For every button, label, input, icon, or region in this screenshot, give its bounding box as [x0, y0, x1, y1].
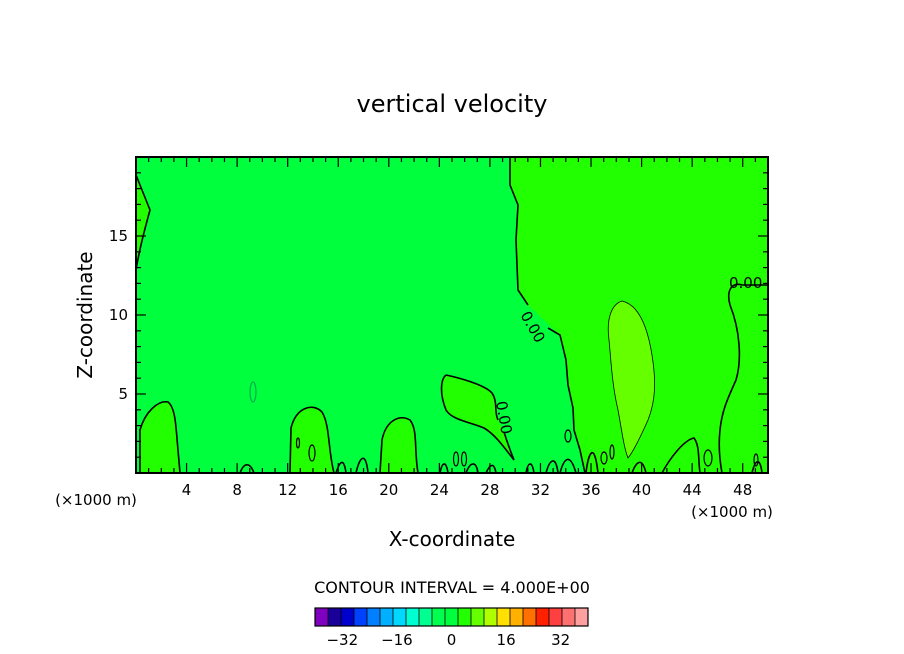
- x-tick-label: 20: [379, 481, 398, 499]
- colorbar-swatch: [536, 608, 550, 626]
- colorbar-swatch: [575, 608, 589, 626]
- colorbar-swatch: [523, 608, 537, 626]
- colorbar-tick-label: 0: [447, 631, 457, 649]
- positive-region-left-bump: [140, 401, 180, 473]
- colorbar-swatch: [341, 608, 355, 626]
- positive-region-bump-21: [380, 417, 418, 473]
- colorbar-labels: −32 −16 0 16 32: [326, 631, 570, 649]
- y-axis: 5 10 15: [109, 172, 768, 458]
- x-tick-label: 4: [182, 481, 192, 499]
- x-axis-title: X-coordinate: [389, 527, 516, 551]
- plot-area: 0.00 0.00 0.00 4 8 12 16 20 24 28 32 36 40 44 48 51…: [109, 156, 769, 499]
- x-axis: 4 8 12 16 20 24 28 32 36 40 44 48: [148, 157, 756, 499]
- y-tick-label: 15: [109, 227, 128, 245]
- colorbar-swatch: [471, 608, 485, 626]
- contour-lines: [136, 157, 768, 473]
- small-closed-contours: [249, 381, 759, 467]
- colorbar-tick-label: −32: [326, 631, 358, 649]
- colorbar-frame: [314, 607, 589, 627]
- x-unit-label-left: (×1000 m): [55, 491, 137, 509]
- strong-positive-contour: [607, 300, 656, 459]
- colorbar-swatch: [562, 608, 576, 626]
- colorbar-swatch: [315, 608, 329, 626]
- colorbar-swatch: [510, 608, 524, 626]
- x-tick-label: 32: [531, 481, 550, 499]
- x-tick-label: 16: [329, 481, 348, 499]
- y-tick-label: 5: [118, 385, 128, 403]
- positive-region-mid-blob: [441, 375, 514, 460]
- colorbar-swatch: [458, 608, 472, 626]
- colorbar-swatch: [549, 608, 563, 626]
- colorbar-swatch: [406, 608, 420, 626]
- colorbar-swatch: [419, 608, 433, 626]
- x-tick-label: 40: [632, 481, 651, 499]
- x-unit-label-right: (×1000 m): [691, 503, 773, 521]
- colorbar: [314, 607, 589, 627]
- colorbar-swatch: [445, 608, 459, 626]
- x-tick-label: 48: [733, 481, 752, 499]
- y-axis-title: Z-coordinate: [73, 251, 97, 378]
- contour-interval-label: CONTOUR INTERVAL = 4.000E+00: [314, 578, 590, 597]
- colorbar-swatch: [432, 608, 446, 626]
- x-tick-label: 44: [683, 481, 702, 499]
- x-tick-label: 36: [581, 481, 600, 499]
- colorbar-swatch: [393, 608, 407, 626]
- colorbar-tick-label: −16: [381, 631, 413, 649]
- x-tick-label: 24: [430, 481, 449, 499]
- colorbar-swatch: [484, 608, 498, 626]
- x-tick-label: 28: [480, 481, 499, 499]
- x-tick-label: 12: [278, 481, 297, 499]
- colorbar-swatch: [328, 608, 342, 626]
- x-tick-label: 8: [232, 481, 242, 499]
- colorbar-swatch: [354, 608, 368, 626]
- colorbar-swatch: [497, 608, 511, 626]
- y-tick-label: 10: [109, 306, 128, 324]
- colorbar-tick-label: 16: [497, 631, 516, 649]
- colorbar-swatch: [380, 608, 394, 626]
- contour-label: 0.00: [492, 400, 516, 436]
- contour-label: 0.00: [729, 274, 762, 292]
- chart-title: vertical velocity: [357, 90, 548, 118]
- positive-region-bump-13: [290, 407, 334, 473]
- colorbar-swatch: [367, 608, 381, 626]
- colorbar-tick-label: 32: [551, 631, 570, 649]
